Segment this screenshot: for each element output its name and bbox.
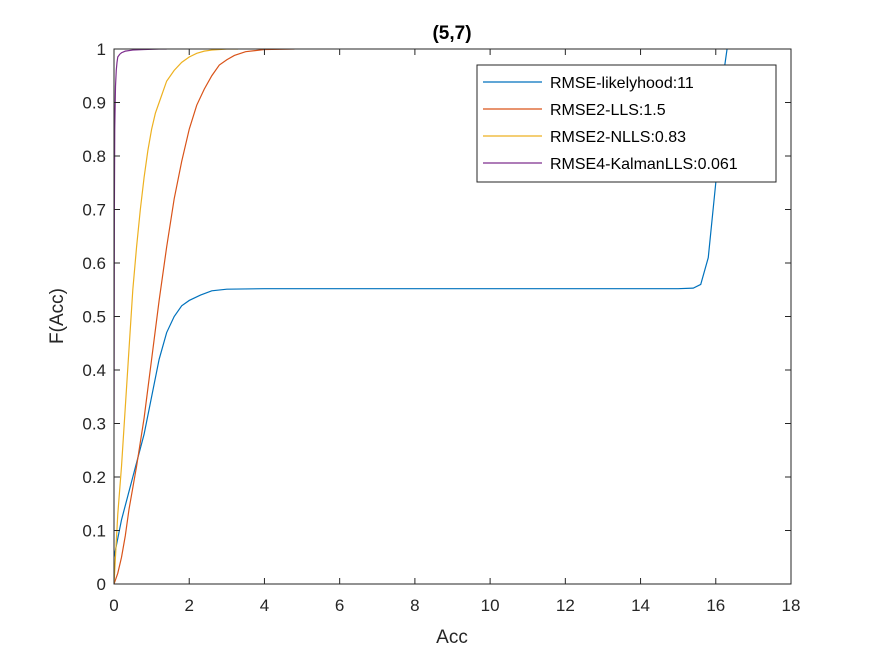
y-tick-label: 0.7 — [82, 201, 106, 220]
y-tick-label: 0.8 — [82, 147, 106, 166]
y-tick-label: 0 — [97, 575, 106, 594]
y-tick-label: 1 — [97, 40, 106, 59]
y-tick-label: 0.4 — [82, 361, 106, 380]
x-tick-label: 16 — [706, 596, 725, 615]
x-tick-label: 2 — [184, 596, 193, 615]
ticks-layer: 0 2 4 6 8 10 12 14 16 18 0 0.1 0.2 0.3 0.4 0.5 0.6 0.7 0.8… — [82, 40, 800, 615]
x-tick-label: 10 — [481, 596, 500, 615]
x-tick-label: 4 — [260, 596, 269, 615]
x-tick-label: 14 — [631, 596, 650, 615]
series-line-3 — [114, 49, 167, 424]
x-tick-label: 6 — [335, 596, 344, 615]
series-layer — [114, 49, 728, 584]
y-tick-label: 0.9 — [82, 94, 106, 113]
legend: RMSE-likelyhood:11 RMSE2-LLS:1.5 RMSE2-NLL… — [476, 64, 777, 183]
x-tick-label: 18 — [782, 596, 801, 615]
y-tick-label: 0.1 — [82, 522, 106, 541]
series-line-1 — [114, 49, 295, 584]
y-tick-label: 0.3 — [82, 415, 106, 434]
legend-label-3: RMSE4-KalmanLLS:0.061 — [550, 156, 738, 173]
y-tick-label: 0.6 — [82, 254, 106, 273]
legend-label-0: RMSE-likelyhood:11 — [550, 75, 694, 92]
x-axis-title: Acc — [436, 627, 468, 648]
x-tick-label: 0 — [109, 596, 118, 615]
y-tick-label: 0.5 — [82, 308, 106, 327]
y-axis-title: F(Acc) — [47, 288, 68, 344]
legend-label-2: RMSE2-NLLS:0.83 — [550, 129, 686, 146]
chart-title: (5,7) — [432, 23, 471, 44]
x-tick-label: 8 — [410, 596, 419, 615]
legend-label-1: RMSE2-LLS:1.5 — [550, 102, 666, 119]
series-line-2 — [114, 49, 239, 584]
x-tick-label: 12 — [556, 596, 575, 615]
y-tick-label: 0.2 — [82, 468, 106, 487]
series-line-0 — [114, 49, 728, 558]
